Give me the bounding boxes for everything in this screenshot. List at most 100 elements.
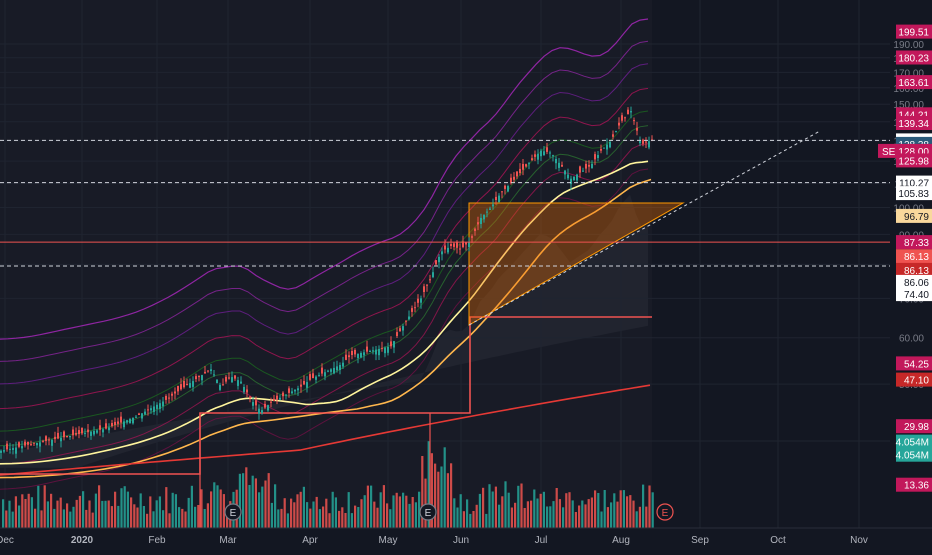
horizontal-lines-layer — [0, 139, 890, 267]
volume-bar — [408, 503, 411, 528]
volume-bar — [264, 480, 267, 528]
candle-body — [606, 144, 608, 150]
candle-body — [225, 376, 227, 382]
earnings-event-label: E — [230, 508, 237, 519]
volume-bar — [597, 493, 600, 528]
volume-bar — [613, 493, 616, 528]
volume-bar — [619, 490, 622, 528]
candle-body — [264, 403, 266, 408]
volume-bar — [514, 502, 517, 528]
candle-body — [561, 164, 563, 167]
volume-bar — [101, 500, 104, 528]
volume-bar — [8, 500, 11, 528]
volume-bar — [24, 499, 27, 528]
volume-bar — [344, 513, 347, 528]
candle-body — [276, 395, 278, 400]
volume-bar — [72, 506, 75, 528]
price-badge — [896, 447, 932, 462]
candle-body — [438, 256, 440, 263]
candle-body — [243, 387, 245, 392]
price-tick-label: 150.00 — [893, 100, 924, 111]
volume-bar — [539, 493, 542, 528]
volume-bar — [216, 485, 219, 528]
candle-body — [207, 370, 209, 372]
price-badge-name: SE — [882, 147, 896, 158]
candle-body — [636, 127, 638, 131]
volume-bar — [258, 492, 261, 528]
price-badge-value: 110.27 — [899, 179, 929, 190]
volume-bar — [418, 491, 421, 528]
price-badge-value: 86.13 — [904, 252, 929, 263]
candle-body — [240, 381, 242, 384]
candle-body — [321, 367, 323, 374]
volume-bar — [440, 466, 443, 528]
volume-bar — [328, 513, 331, 528]
volume-bar — [11, 511, 14, 528]
candle-body — [267, 405, 269, 411]
volume-bar — [638, 506, 641, 528]
candle-body — [156, 404, 158, 409]
volume-bar — [469, 513, 472, 528]
candle-body — [555, 159, 557, 164]
candle-body — [528, 163, 530, 165]
candle-body — [114, 421, 116, 425]
volume-bar — [331, 491, 334, 528]
candle-body — [330, 369, 332, 372]
candle-body — [444, 245, 446, 250]
candle-body — [297, 388, 299, 391]
volume-bar — [110, 506, 113, 528]
price-badge — [896, 249, 932, 264]
candle-body — [465, 242, 467, 245]
volume-bar — [392, 495, 395, 528]
candle-body — [576, 174, 578, 181]
volume-bar — [254, 478, 257, 528]
price-badge — [896, 50, 932, 65]
volume-bar — [360, 499, 363, 528]
volume-bar — [338, 510, 341, 528]
band-line — [0, 18, 649, 340]
candle-body — [540, 150, 542, 157]
candle-body — [66, 436, 68, 437]
candle-body — [246, 389, 248, 393]
volume-bar — [376, 507, 379, 528]
volume-bar — [34, 508, 37, 528]
candle-body — [507, 186, 509, 192]
volume-bar — [21, 494, 24, 528]
price-badge — [896, 116, 932, 130]
volume-bar — [120, 488, 123, 528]
cloud-band — [0, 194, 648, 468]
volume-bar — [78, 495, 81, 528]
candle-body — [504, 185, 506, 189]
volume-bar — [152, 511, 155, 528]
candle-body — [9, 448, 11, 450]
candle-body — [387, 347, 389, 353]
candle-body — [405, 320, 407, 322]
volume-bar — [472, 511, 475, 528]
volume-bar — [600, 511, 603, 528]
candle-body — [33, 442, 35, 444]
candle-body — [354, 350, 356, 355]
volume-bar — [296, 494, 299, 528]
price-badge-value: 74.40 — [904, 290, 929, 301]
volume-bar — [174, 494, 177, 528]
candle-body — [630, 111, 632, 113]
candle-body — [315, 376, 317, 380]
volume-bar — [194, 506, 197, 528]
candle-body — [342, 362, 344, 367]
price-axis: 40.0050.0060.0070.0080.0090.00100.00110.… — [878, 0, 932, 550]
price-badge-value: 86.06 — [904, 278, 929, 289]
time-tick-label: Oct — [770, 535, 786, 546]
earnings-event-label: E — [662, 508, 669, 519]
candle-body — [30, 444, 32, 446]
volume-bar — [334, 497, 337, 528]
candle-body — [105, 423, 107, 429]
candle-body — [216, 379, 218, 384]
volume-bar — [299, 491, 302, 528]
volume-bar — [571, 500, 574, 528]
candle-body — [48, 439, 50, 441]
volume-bar — [491, 491, 494, 528]
candle-body — [303, 381, 305, 385]
price-badge — [896, 372, 932, 387]
